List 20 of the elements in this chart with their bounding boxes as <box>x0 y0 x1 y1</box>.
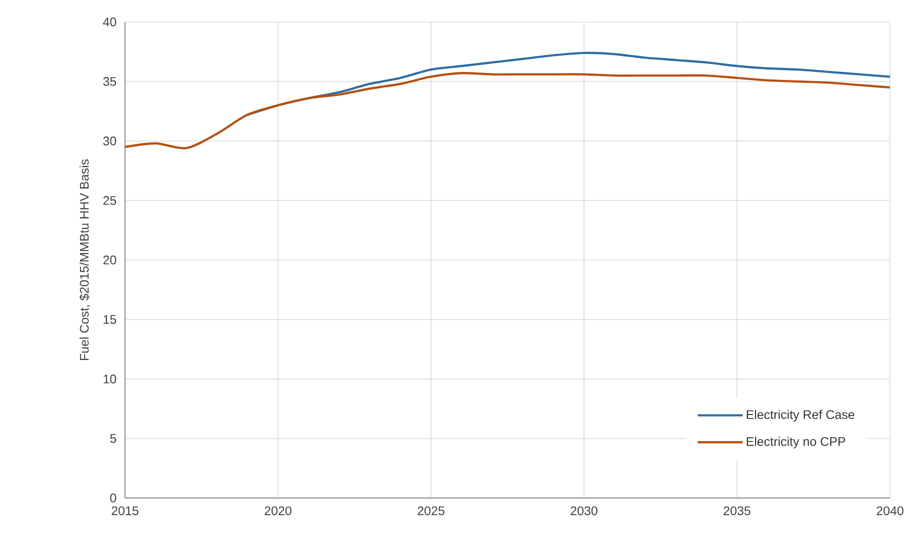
legend-label: Electricity Ref Case <box>746 410 854 422</box>
y-tick-label: 25 <box>103 196 116 205</box>
x-tick-label: 2020 <box>264 506 292 516</box>
y-tick-label: 10 <box>104 374 116 384</box>
line-series <box>125 72 890 150</box>
y-tick-label: 0 <box>110 494 116 502</box>
x-tick-label: 2035 <box>724 506 750 516</box>
y-tick-label: 20 <box>103 256 116 264</box>
y-axis-title: Fuel Cost, $2015/MMBtu HHV Basis <box>79 159 90 360</box>
legend-label: Electricity no CPP <box>746 436 846 448</box>
x-tick-label: 2030 <box>570 506 598 516</box>
y-tick-label: 40 <box>103 18 116 26</box>
y-tick-label: 15 <box>104 315 116 324</box>
y-tick-label: 30 <box>103 136 116 146</box>
x-tick-label: 2025 <box>418 506 444 516</box>
x-tick-label: 2040 <box>876 506 904 516</box>
line-series <box>246 52 890 116</box>
x-tick-label: 2015 <box>112 506 138 516</box>
y-tick-label: 5 <box>110 434 116 443</box>
y-tick-label: 35 <box>103 77 116 86</box>
